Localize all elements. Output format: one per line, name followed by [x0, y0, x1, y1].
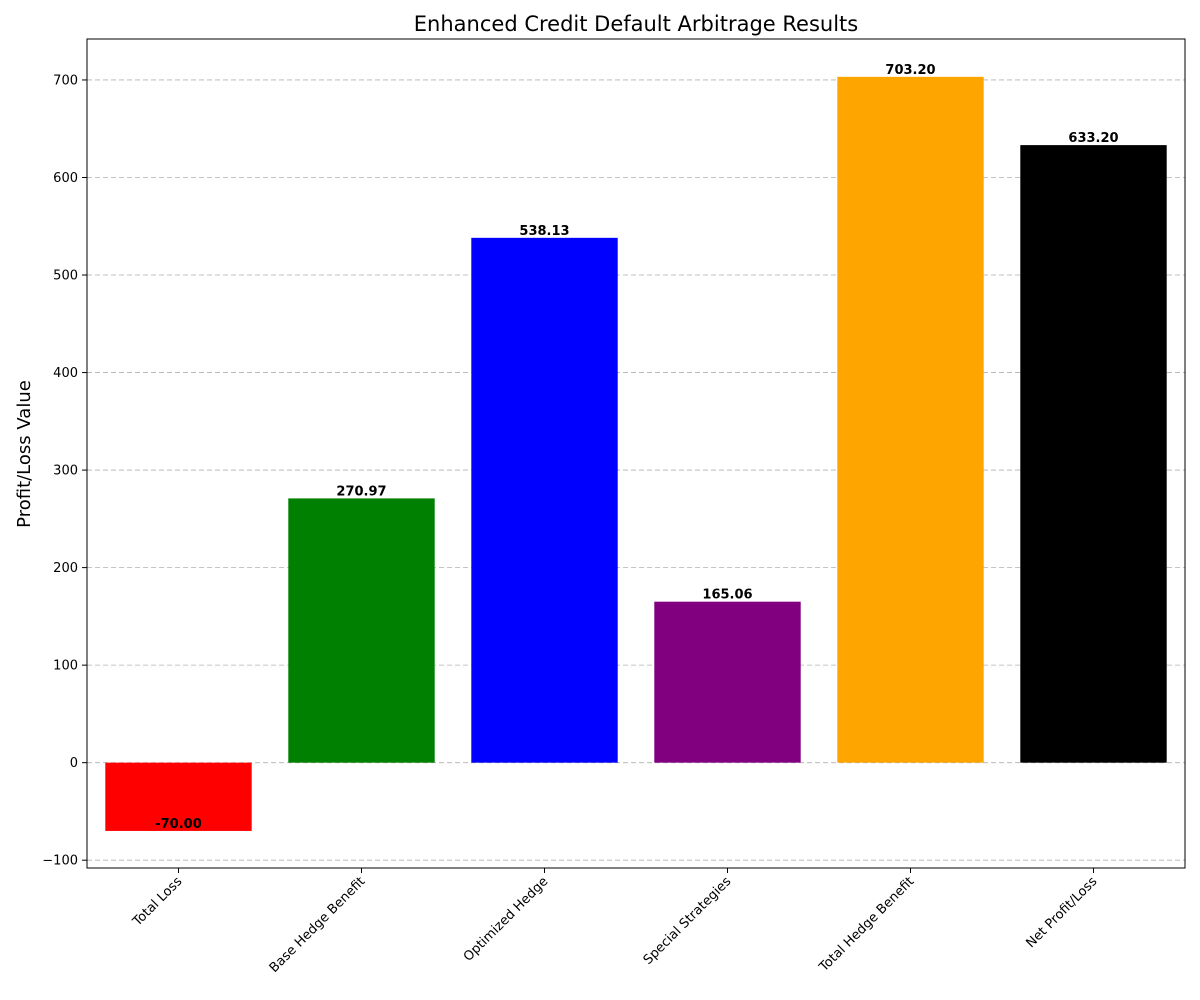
bar-value-label: 270.97 — [336, 484, 386, 499]
y-tick-label: 400 — [53, 366, 78, 381]
x-tick-label: Special Strategies — [641, 874, 735, 968]
bar — [654, 601, 801, 763]
bar-value-label: 538.13 — [519, 224, 569, 239]
bar-value-labels: -70.00 270.97 538.13 165.06 703.20 633.20 — [155, 63, 1118, 832]
y-tick-label: 300 — [53, 464, 78, 479]
y-axis-label: Profit/Loss Value — [14, 380, 35, 528]
y-axis-ticks: −100 0 100 200 300 400 500 600 700 — [42, 73, 87, 869]
y-tick-label: −100 — [42, 854, 78, 869]
grid-lines — [87, 79, 1185, 861]
y-tick-label: 100 — [53, 659, 78, 674]
bar — [288, 498, 435, 763]
chart-title: Enhanced Credit Default Arbitrage Result… — [414, 12, 858, 36]
x-tick-label: Total Hedge Benefit — [816, 874, 917, 975]
bar-value-label: 703.20 — [885, 63, 935, 78]
x-tick-label: Optimized Hedge — [461, 874, 551, 964]
bar — [105, 762, 252, 831]
bar — [1020, 145, 1167, 763]
x-tick-label: Net Profit/Loss — [1023, 874, 1100, 951]
bar-value-label: 633.20 — [1068, 131, 1118, 146]
x-tick-label: Total Loss — [129, 874, 185, 930]
bars — [105, 76, 1167, 831]
x-axis-ticks: Total Loss Base Hedge Benefit Optimized He… — [129, 868, 1100, 976]
y-tick-label: 200 — [53, 561, 78, 576]
y-tick-label: 600 — [53, 171, 78, 186]
y-tick-label: 700 — [53, 73, 78, 88]
bar-value-label: -70.00 — [155, 817, 202, 832]
y-tick-label: 500 — [53, 269, 78, 284]
x-tick-label: Base Hedge Benefit — [267, 874, 369, 976]
y-tick-label: 0 — [70, 756, 78, 771]
plot-area-frame — [86, 38, 1186, 869]
bar — [471, 237, 618, 763]
bar — [837, 76, 984, 763]
bar-value-label: 165.06 — [702, 588, 752, 603]
